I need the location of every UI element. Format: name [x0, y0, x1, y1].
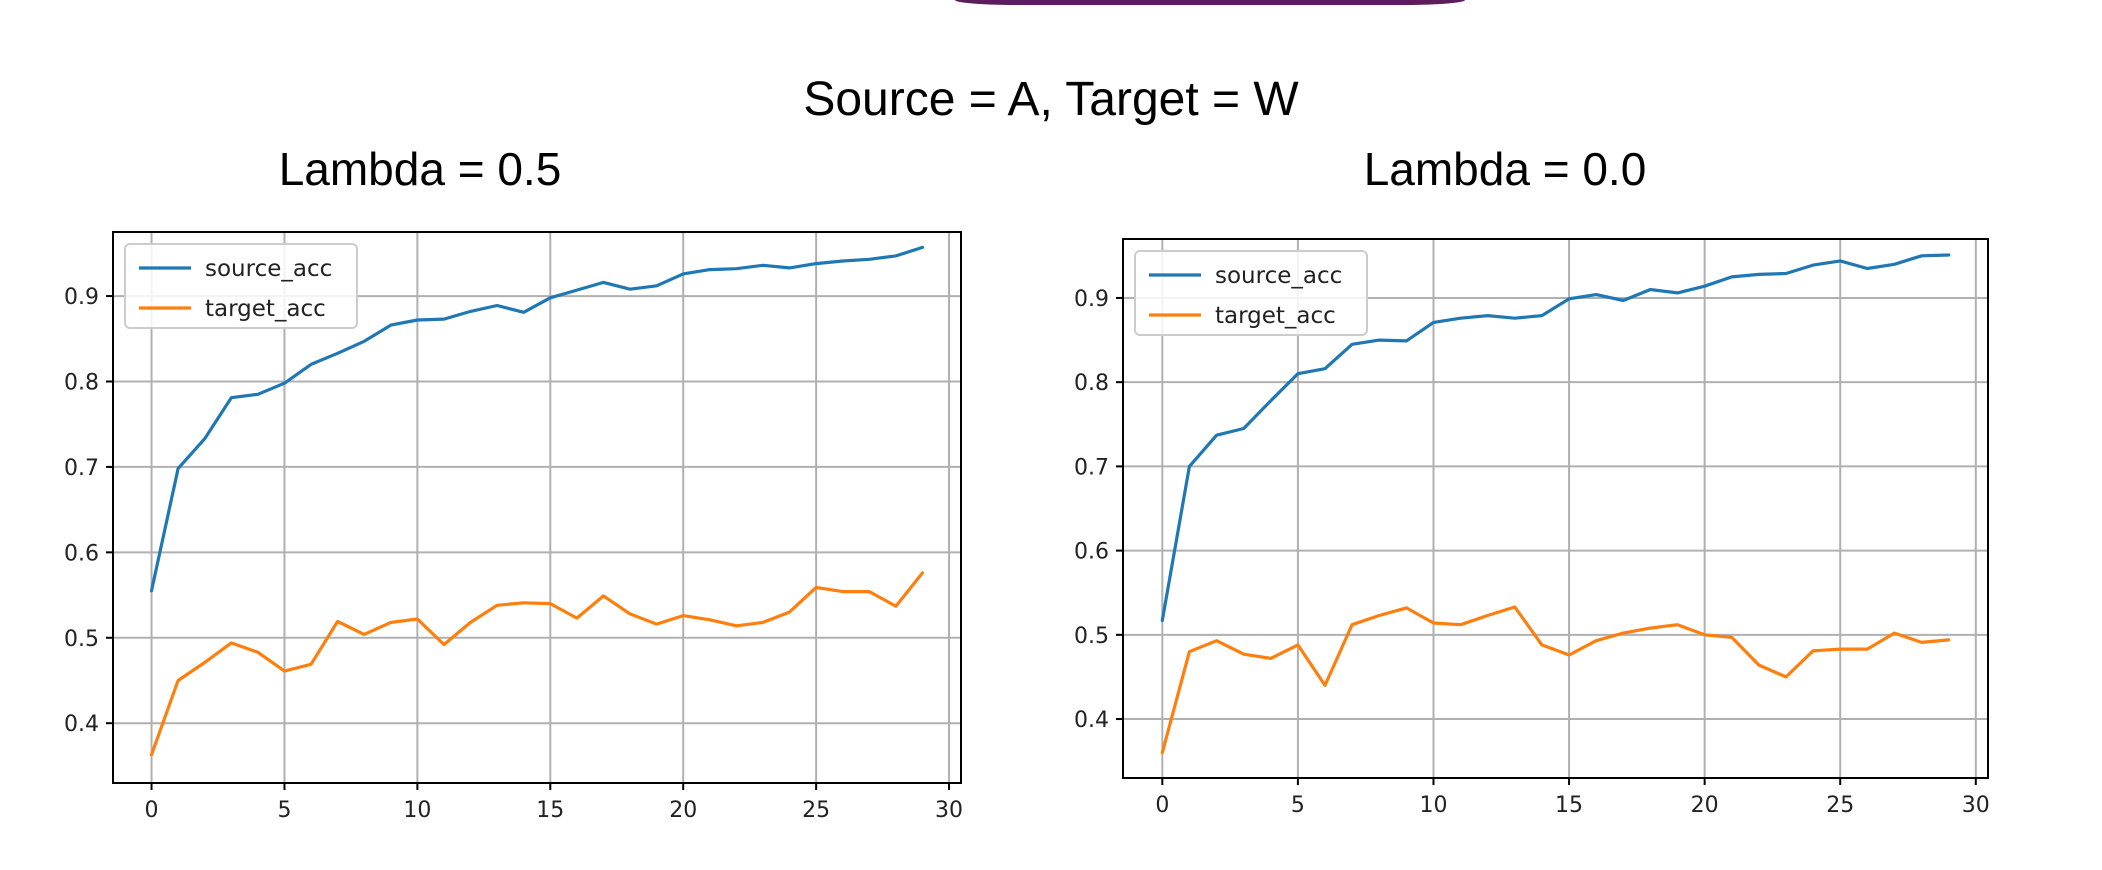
x-tick-label: 0: [1155, 793, 1169, 818]
series-line-source_acc: [1160, 253, 1951, 623]
decorative-accent-bar: [955, 0, 1465, 5]
x-tick-label: 5: [1291, 793, 1305, 818]
legend-label-source_acc: source_acc: [205, 256, 332, 282]
series-line-target_acc: [149, 571, 925, 757]
y-tick-label: 0.5: [1074, 624, 1109, 649]
figure-title: Source = A, Target = W: [803, 73, 1299, 126]
y-tick-label: 0.9: [64, 285, 99, 310]
chart-panel-1: 0 5 10 15 20 25 30 0.4 0.5 0.6 0.7 0.8 0.9 source_acc…: [1074, 238, 1990, 818]
x-tick-label: 30: [1962, 793, 1990, 818]
y-tick-label: 0.8: [1074, 371, 1109, 396]
x-tick-label: 20: [669, 798, 697, 823]
y-tick-label: 0.6: [1074, 540, 1109, 565]
x-tick-label: 15: [536, 798, 564, 823]
x-tick-label: 10: [1419, 793, 1447, 818]
chart-panel-0: 0 5 10 15 20 25 30 0.4 0.5 0.6 0.7 0.8 0.9 source_acc…: [64, 231, 963, 823]
x-tick-label: 25: [802, 798, 830, 823]
x-tick-label: 30: [935, 798, 963, 823]
x-tick-label: 15: [1555, 793, 1583, 818]
plot-frame: [112, 231, 962, 784]
legend-label-target_acc: target_acc: [205, 296, 326, 322]
x-tick-label: 10: [403, 798, 431, 823]
legend-label-target_acc: target_acc: [1215, 303, 1336, 329]
panel-title-lambda-0.0: Lambda = 0.0: [1363, 143, 1647, 195]
y-tick-label: 0.8: [64, 370, 99, 395]
panel-title-lambda-0.5: Lambda = 0.5: [278, 143, 562, 195]
y-tick-label: 0.4: [64, 712, 99, 737]
y-tick-label: 0.6: [64, 541, 99, 566]
series-line-target_acc: [1160, 605, 1951, 755]
x-tick-label: 0: [145, 798, 159, 823]
legend-label-source_acc: source_acc: [1215, 263, 1342, 289]
x-tick-label: 25: [1826, 793, 1854, 818]
x-tick-label: 20: [1691, 793, 1719, 818]
y-tick-label: 0.5: [64, 627, 99, 652]
series-line-source_acc: [149, 245, 925, 593]
y-tick-label: 0.4: [1074, 708, 1109, 733]
y-tick-label: 0.9: [1074, 287, 1109, 312]
legend: source_acc target_acc: [124, 243, 358, 329]
y-tick-label: 0.7: [1074, 455, 1109, 480]
y-tick-label: 0.7: [64, 456, 99, 481]
plot-frame: [1122, 238, 1989, 779]
x-tick-label: 5: [277, 798, 291, 823]
legend: source_acc target_acc: [1134, 250, 1368, 336]
